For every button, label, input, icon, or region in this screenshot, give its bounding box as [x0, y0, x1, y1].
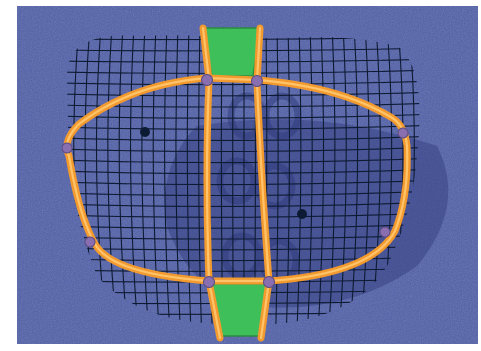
joint: [201, 74, 213, 86]
joint: [251, 75, 263, 87]
joint: [397, 127, 409, 139]
frame-joints: [61, 74, 409, 288]
joint: [263, 276, 275, 288]
top-deck: [202, 27, 261, 77]
joint: [203, 276, 215, 288]
net-knob: [140, 127, 150, 137]
photo-frame: [17, 6, 478, 344]
joint: [84, 236, 96, 248]
joint: [379, 226, 391, 238]
joint: [61, 142, 73, 154]
climbing-net-illustration: [17, 6, 478, 344]
net-knob: [297, 209, 307, 219]
